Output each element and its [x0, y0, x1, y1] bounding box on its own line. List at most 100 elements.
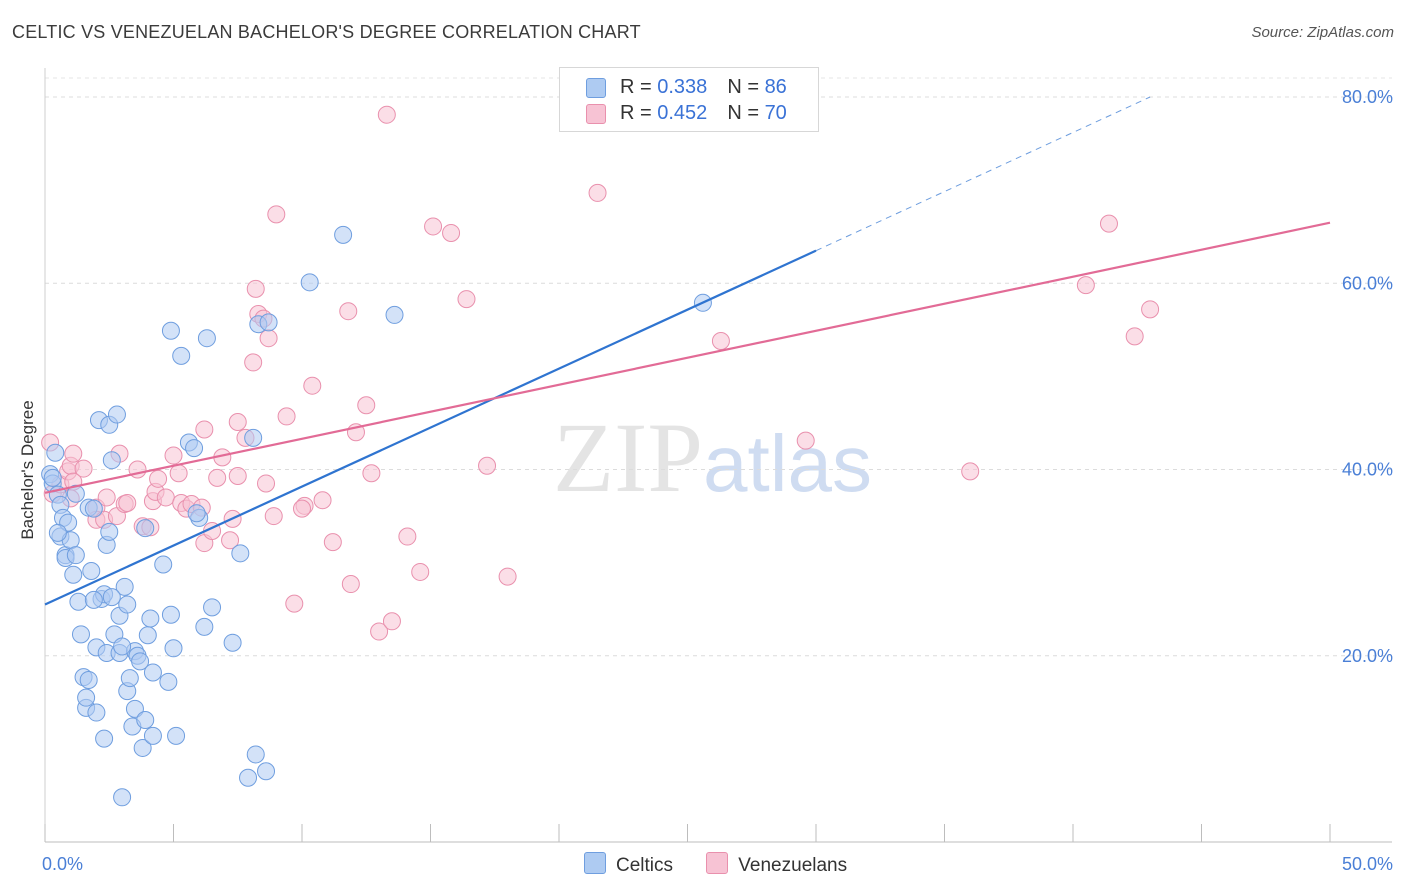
celtics-point-30	[100, 522, 119, 541]
celtics-trend-extension	[815, 96, 1151, 252]
celtics-legend-label: Celtics	[616, 855, 674, 876]
venezuelans-point-7	[64, 444, 83, 463]
legend-row-celtics: R = 0.338 N = 86	[586, 76, 787, 100]
celtics-point-21	[84, 499, 103, 518]
celtics-point-59	[172, 346, 191, 365]
venezuelans-point-55	[339, 302, 358, 321]
celtics-point-73	[257, 762, 276, 781]
celtics-r-label: R =	[620, 76, 658, 98]
venezuelans-point-24	[164, 446, 183, 465]
venezuelans-point-71	[961, 462, 980, 481]
venezuelans-point-77	[293, 499, 311, 518]
celtics-point-81	[187, 504, 206, 523]
celtics-point-11	[64, 565, 83, 584]
venezuelans-r-value: 0.452	[657, 102, 708, 124]
celtics-point-75	[334, 225, 353, 244]
venezuelans-point-22	[149, 469, 168, 488]
celtics-point-79	[66, 546, 85, 565]
venezuelans-point-16	[118, 494, 137, 513]
celtics-point-18	[79, 670, 98, 689]
celtics-point-83	[113, 637, 132, 656]
celtics-point-17	[77, 688, 96, 707]
celtics-point-78	[43, 468, 62, 487]
venezuelans-trend-line	[44, 221, 1331, 494]
venezuelans-point-31	[195, 420, 214, 439]
celtics-point-58	[167, 726, 186, 745]
series-legend: Celtics Venezuelans	[584, 852, 875, 877]
y-tick-label-80: 80.0%	[1342, 87, 1393, 107]
celtics-trend-line	[44, 249, 817, 606]
venezuelans-point-61	[382, 612, 401, 631]
trend-lines	[44, 96, 1331, 606]
venezuelans-point-65	[442, 223, 461, 242]
celtics-point-52	[143, 726, 162, 745]
chart-title: CELTIC VS VENEZUELAN BACHELOR'S DEGREE C…	[12, 22, 641, 42]
venezuelans-point-68	[588, 183, 607, 202]
venezuelans-point-64	[424, 217, 443, 236]
celtics-point-56	[161, 605, 180, 624]
venezuelans-point-67	[478, 456, 497, 475]
celtics-point-47	[133, 738, 152, 757]
celtics-point-50	[138, 626, 157, 645]
celtics-point-13	[69, 592, 88, 611]
celtics-point-65	[203, 598, 222, 617]
celtics-point-70	[259, 313, 278, 332]
celtics-point-41	[120, 669, 139, 688]
x-tick-label-50: 50.0%	[1342, 854, 1393, 874]
celtics-point-68	[244, 428, 263, 447]
venezuelans-point-35	[221, 531, 240, 550]
celtics-point-74	[300, 273, 319, 292]
celtics-point-54	[159, 672, 178, 691]
venezuelans-point-54	[341, 575, 360, 594]
celtics-point-2	[46, 443, 65, 462]
venezuelans-point-8	[74, 459, 93, 478]
venezuelans-point-53	[323, 533, 342, 552]
celtics-point-26	[95, 729, 114, 748]
celtics-point-34	[107, 405, 126, 424]
venezuelans-n-value: 70	[764, 102, 787, 124]
celtics-point-20	[82, 562, 101, 581]
venezuelans-point-70	[796, 431, 815, 450]
legend-item-venezuelans[interactable]: Venezuelans	[706, 852, 847, 877]
celtics-swatch	[586, 77, 606, 98]
venezuelans-point-48	[277, 407, 296, 426]
celtics-r-value: 0.338	[657, 76, 708, 98]
venezuelans-point-44	[257, 474, 276, 493]
celtics-n-value: 86	[764, 76, 787, 98]
celtics-point-61	[185, 439, 204, 458]
venezuelans-point-46	[264, 507, 283, 526]
y-tick-label-40: 40.0%	[1342, 460, 1393, 480]
tick-labels: 20.0% 40.0% 60.0% 80.0% 0.0% 50.0%	[42, 87, 1393, 874]
venezuelans-point-38	[228, 413, 247, 432]
source-credit: Source: ZipAtlas.com	[1251, 24, 1394, 41]
stats-legend: R = 0.338 N = 86 R = 0.452 N = 70	[559, 67, 819, 132]
venezuelans-point-76	[498, 567, 517, 586]
watermark-zip: ZIP	[553, 402, 703, 513]
venezuelans-point-60	[377, 105, 396, 124]
celtics-point-82	[143, 663, 162, 682]
venezuelans-point-59	[370, 622, 389, 641]
celtics-point-84	[48, 523, 67, 542]
axes	[44, 68, 1392, 843]
venezuelans-point-52	[313, 491, 332, 510]
celtics-point-64	[197, 329, 216, 348]
y-tick-label-20: 20.0%	[1342, 646, 1393, 666]
venezuelans-point-45	[259, 329, 278, 348]
celtics-point-48	[136, 711, 155, 730]
y-tick-label-60: 60.0%	[1342, 273, 1393, 293]
venezuelans-point-73	[1099, 214, 1118, 233]
venezuelans-point-74	[1125, 327, 1144, 346]
celtics-point-72	[246, 745, 265, 764]
venezuelans-point-58	[362, 464, 381, 483]
celtics-legend-swatch	[584, 852, 606, 874]
celtics-point-63	[195, 617, 214, 636]
venezuelans-point-66	[457, 290, 476, 309]
celtics-point-40	[118, 595, 137, 614]
x-tick-label-0: 0.0%	[42, 854, 83, 874]
venezuelans-point-47	[267, 205, 286, 224]
celtics-point-51	[141, 609, 160, 628]
venezuelans-r-label: R =	[620, 102, 658, 124]
venezuelans-point-41	[246, 279, 265, 298]
legend-item-celtics[interactable]: Celtics	[584, 852, 673, 877]
